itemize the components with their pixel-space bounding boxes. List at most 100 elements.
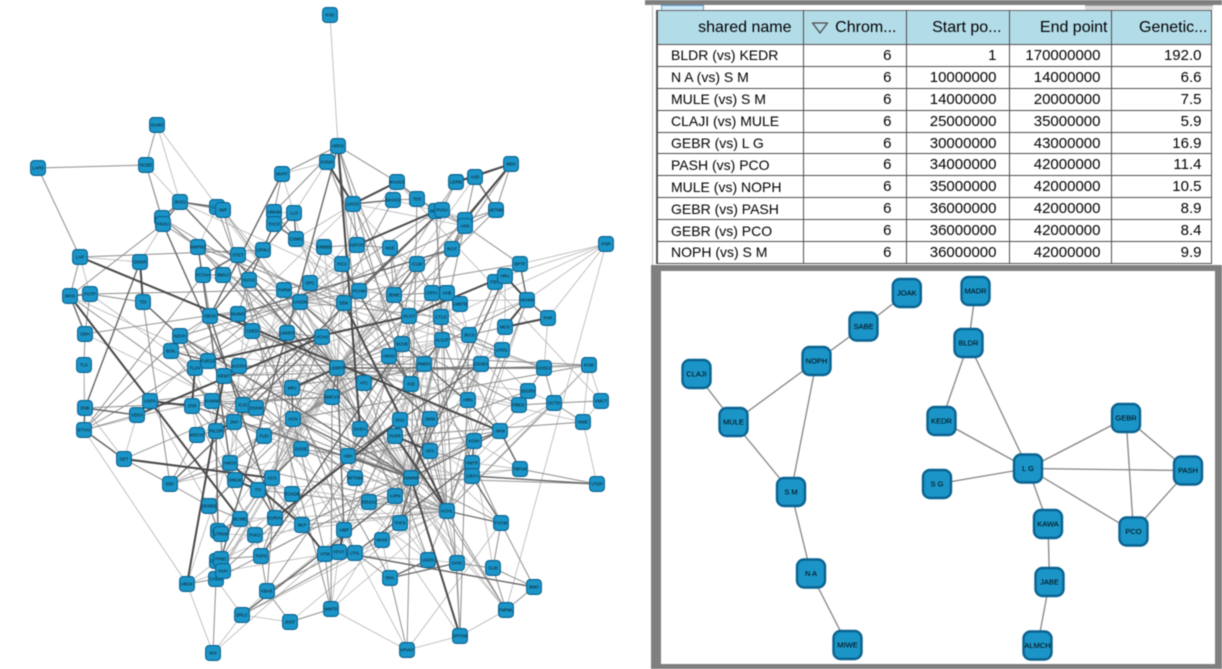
svg-text:MRJ: MRJ [288, 386, 297, 391]
svg-text:VMCT: VMCT [595, 399, 608, 404]
svg-text:DODE: DODE [295, 447, 308, 452]
svg-text:KHWM: KHWM [205, 399, 219, 404]
svg-text:JNH: JNH [230, 420, 238, 425]
svg-text:AMWNF: AMWNF [403, 476, 420, 481]
svg-text:S G: S G [931, 480, 944, 489]
svg-text:AHB: AHB [443, 291, 452, 296]
svg-text:EDF: EDF [166, 482, 175, 487]
svg-text:HCN: HCN [288, 417, 297, 422]
svg-text:RILOP: RILOP [210, 429, 223, 434]
svg-text:CTLD: CTLD [435, 315, 446, 320]
svg-text:ALMCH: ALMCH [1024, 641, 1050, 650]
svg-text:ACG: ACG [267, 476, 277, 481]
svg-text:OLMO: OLMO [151, 123, 164, 128]
svg-text:MCO: MCO [500, 325, 511, 330]
svg-text:JKCS: JKCS [464, 333, 475, 338]
svg-text:ICJC: ICJC [238, 403, 248, 408]
svg-text:NWE: NWE [578, 420, 588, 425]
svg-text:LERM: LERM [450, 180, 462, 185]
svg-text:TDI: TDI [140, 300, 147, 305]
svg-text:LAP: LAP [76, 255, 84, 260]
svg-text:ETVIV: ETVIV [78, 428, 91, 433]
svg-text:PMDH: PMDH [418, 362, 431, 367]
svg-text:UHOL: UHOL [496, 348, 509, 353]
svg-text:HKHNK: HKHNK [519, 298, 534, 303]
svg-text:LAPD: LAPD [32, 166, 43, 171]
svg-text:GMLW: GMLW [228, 478, 242, 483]
svg-text:JIKM: JIKM [495, 429, 505, 434]
svg-text:WJI: WJI [209, 651, 216, 656]
svg-text:BOIL: BOIL [166, 349, 176, 354]
svg-text:ENB: ENB [81, 406, 90, 411]
svg-text:KAWA: KAWA [1037, 520, 1059, 529]
svg-text:AWJG: AWJG [383, 354, 396, 359]
svg-text:FVCW: FVCW [495, 521, 509, 526]
svg-text:ADFOO: ADFOO [349, 243, 365, 248]
svg-text:FICV: FICV [337, 262, 347, 267]
svg-text:UGEK: UGEK [422, 558, 434, 563]
svg-text:HRA: HRA [500, 274, 509, 279]
svg-text:PBEIC: PBEIC [513, 403, 526, 408]
svg-text:BMVJ: BMVJ [217, 273, 228, 278]
svg-text:NMCVS: NMCVS [324, 395, 340, 400]
svg-text:FNPML: FNPML [499, 608, 514, 613]
svg-text:VJPN: VJPN [390, 494, 401, 499]
svg-text:BMO: BMO [529, 585, 539, 590]
svg-text:UETMN: UETMN [488, 208, 503, 213]
svg-text:THFD: THFD [394, 521, 405, 526]
svg-text:NWPNO: NWPNO [190, 245, 207, 250]
svg-text:FKOU: FKOU [157, 222, 169, 227]
svg-text:SABE: SABE [853, 322, 873, 331]
svg-text:WHIS: WHIS [376, 538, 387, 543]
svg-text:NDVH: NDVH [174, 334, 186, 339]
svg-text:CLAJI: CLAJI [686, 370, 706, 379]
svg-text:PVSV: PVSV [436, 208, 448, 213]
svg-text:DRLC: DRLC [236, 613, 248, 618]
svg-text:AKN: AKN [461, 224, 470, 229]
svg-text:ALGJT: ALGJT [435, 338, 449, 343]
svg-text:TACO: TACO [268, 222, 280, 227]
svg-text:JDGRH: JDGRH [521, 389, 536, 394]
svg-text:L G: L G [1022, 464, 1034, 473]
svg-text:LKGO: LKGO [347, 202, 360, 207]
svg-text:MAUGO: MAUGO [389, 180, 406, 185]
svg-text:LSWFP: LSWFP [330, 366, 345, 371]
svg-text:RPA: RPA [386, 576, 395, 581]
svg-text:JKOG: JKOG [174, 200, 186, 205]
svg-text:VTDP: VTDP [591, 482, 603, 487]
svg-text:FPBC: FPBC [215, 557, 226, 562]
svg-text:CSMG: CSMG [290, 237, 304, 242]
svg-text:MOCVC: MOCVC [189, 433, 205, 438]
svg-text:ESKM: ESKM [250, 406, 263, 411]
svg-text:CHLM: CHLM [210, 577, 223, 582]
svg-text:LNKEH: LNKEH [280, 331, 294, 336]
svg-text:OLGV: OLGV [403, 314, 415, 319]
svg-text:STET: STET [233, 253, 244, 258]
svg-text:PLRR: PLRR [389, 434, 400, 439]
svg-text:BPTF: BPTF [515, 262, 526, 267]
svg-text:TLUV: TLUV [190, 366, 201, 371]
svg-text:JABE: JABE [1040, 578, 1059, 587]
svg-text:VUCRA: VUCRA [231, 364, 246, 369]
svg-text:OCTD: OCTD [548, 401, 560, 406]
svg-text:HTM: HTM [320, 552, 330, 557]
svg-text:KAW: KAW [584, 363, 595, 368]
svg-text:FLEI: FLEI [259, 434, 268, 439]
svg-text:KBAE: KBAE [261, 589, 273, 594]
svg-text:MJVB: MJVB [396, 342, 408, 347]
svg-text:GET: GET [120, 457, 129, 462]
svg-text:PASH: PASH [1178, 466, 1198, 475]
svg-text:JTIR: JTIR [187, 404, 196, 409]
svg-text:BCIME: BCIME [233, 517, 247, 522]
svg-text:AHSLV: AHSLV [537, 366, 551, 371]
svg-text:WMTD: WMTD [324, 607, 337, 612]
svg-text:FIDT: FIDT [490, 280, 500, 285]
svg-text:CDED: CDED [246, 329, 258, 334]
svg-text:AMOS: AMOS [224, 461, 237, 466]
svg-text:LTRKM: LTRKM [214, 532, 229, 537]
svg-text:GSHEA: GSHEA [473, 362, 488, 367]
svg-text:GEBR: GEBR [1115, 414, 1137, 423]
svg-text:PCHM: PCHM [353, 289, 366, 294]
svg-text:EBUUU: EBUUU [361, 500, 376, 505]
svg-text:DDK: DDK [339, 301, 348, 306]
